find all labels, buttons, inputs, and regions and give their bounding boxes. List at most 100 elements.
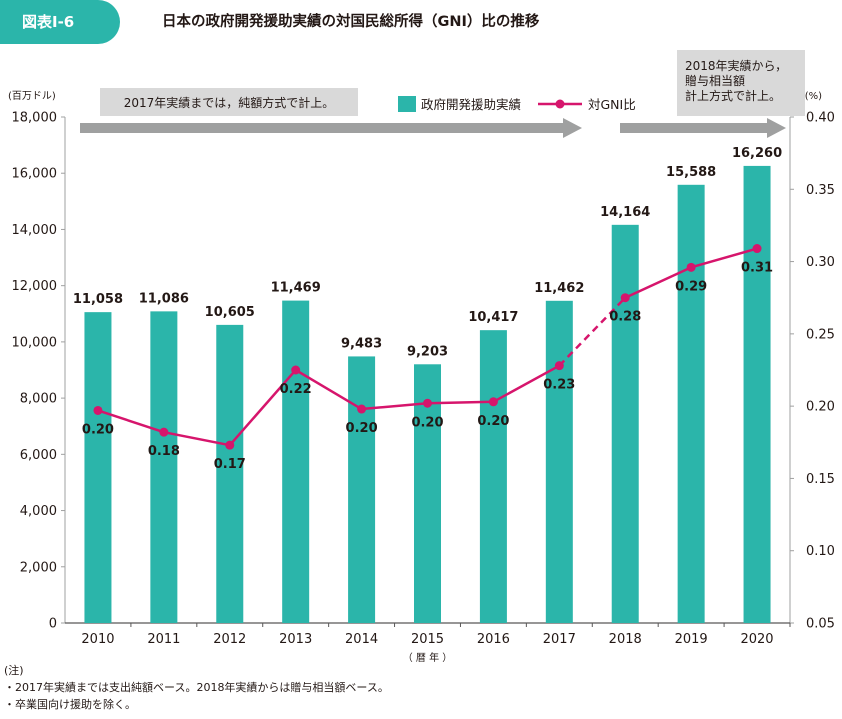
annotation-before: 2017年実績までは，純額方式で計上。 bbox=[124, 95, 335, 110]
arrow-before-head bbox=[563, 118, 582, 138]
bar-value-label: 11,462 bbox=[534, 281, 584, 296]
right-tick-label: 0.35 bbox=[806, 183, 835, 198]
arrow-after-head bbox=[767, 118, 786, 138]
left-axis-unit: (百万ドル) bbox=[8, 90, 56, 102]
note-line: ・卒業国向け援助を除く。 bbox=[4, 698, 136, 711]
left-tick-label: 4,000 bbox=[20, 504, 57, 519]
notes: (注) ・2017年実績までは支出純額ベース。2018年実績からは贈与相当額ベー… bbox=[4, 662, 389, 713]
right-tick-label: 0.40 bbox=[806, 111, 835, 126]
legend-bar-swatch bbox=[398, 96, 416, 112]
x-tick-label: 2020 bbox=[740, 632, 773, 647]
left-tick-label: 18,000 bbox=[12, 111, 58, 126]
gni-line-segment bbox=[97, 409, 165, 434]
annotation-after-line: 2018年実績から， bbox=[685, 58, 787, 73]
gni-point bbox=[686, 262, 696, 272]
figure-number-badge: 図表Ⅰ-6 bbox=[0, 0, 120, 44]
bar-value-label: 15,588 bbox=[666, 165, 716, 180]
x-tick-label: 2015 bbox=[411, 632, 444, 647]
bar bbox=[677, 184, 705, 623]
right-tick-label: 0.05 bbox=[806, 617, 835, 632]
gni-line-segment bbox=[163, 430, 231, 447]
gni-point bbox=[225, 440, 235, 450]
right-axis-unit: (%) bbox=[805, 91, 822, 102]
right-tick-label: 0.30 bbox=[806, 255, 835, 270]
gni-line-segment bbox=[361, 402, 428, 411]
x-tick-label: 2014 bbox=[345, 632, 378, 647]
gni-line-segment bbox=[228, 369, 297, 447]
x-tick-label: 2010 bbox=[81, 632, 114, 647]
x-tick-label: 2016 bbox=[477, 632, 510, 647]
x-axis-label: （ 暦 年 ） bbox=[403, 651, 453, 664]
gni-value-label: 0.28 bbox=[609, 310, 641, 325]
gni-point bbox=[488, 397, 498, 407]
gni-line-segment bbox=[295, 368, 363, 411]
gni-value-label: 0.22 bbox=[280, 382, 312, 397]
right-tick-label: 0.25 bbox=[806, 327, 835, 342]
gni-point bbox=[554, 361, 564, 371]
left-tick-label: 16,000 bbox=[12, 167, 58, 182]
notes-heading: (注) bbox=[4, 664, 24, 677]
gni-point bbox=[620, 293, 630, 303]
gni-point bbox=[93, 405, 103, 415]
right-tick-label: 0.10 bbox=[806, 544, 835, 559]
gni-value-label: 0.23 bbox=[543, 378, 575, 393]
bar-value-label: 11,086 bbox=[139, 291, 189, 306]
bar bbox=[611, 224, 639, 623]
gni-point bbox=[357, 404, 367, 414]
x-tick-label: 2018 bbox=[609, 632, 642, 647]
legend-line-label: 対GNI比 bbox=[588, 97, 636, 112]
x-tick-label: 2017 bbox=[543, 632, 576, 647]
gni-point bbox=[159, 427, 169, 437]
bar-value-label: 9,203 bbox=[407, 344, 448, 359]
left-tick-label: 2,000 bbox=[20, 560, 57, 575]
bar bbox=[479, 330, 507, 623]
left-tick-label: 12,000 bbox=[12, 279, 58, 294]
gni-line-segment bbox=[492, 364, 560, 403]
gni-value-label: 0.29 bbox=[675, 279, 707, 294]
bar bbox=[348, 356, 376, 623]
gni-point bbox=[423, 398, 432, 408]
gni-line-segment bbox=[427, 400, 494, 405]
gni-line-segment-dashed bbox=[558, 296, 627, 367]
arrow-before-shaft bbox=[80, 123, 566, 133]
left-tick-label: 10,000 bbox=[12, 335, 58, 350]
annotation-box-before bbox=[100, 88, 358, 116]
gni-value-label: 0.20 bbox=[346, 421, 378, 436]
bar-value-label: 9,483 bbox=[341, 336, 382, 351]
gni-value-label: 0.17 bbox=[214, 457, 246, 472]
bar bbox=[545, 300, 573, 623]
bar-value-label: 11,058 bbox=[73, 292, 123, 307]
x-tick-label: 2012 bbox=[213, 632, 246, 647]
gni-point bbox=[752, 244, 762, 254]
bar bbox=[743, 165, 771, 623]
figure-header: 図表Ⅰ-6 日本の政府開発援助実績の対国民総所得（GNI）比の推移 bbox=[0, 0, 842, 44]
gni-value-label: 0.20 bbox=[82, 422, 114, 437]
left-tick-label: 14,000 bbox=[12, 223, 58, 238]
gni-line-segment bbox=[624, 266, 692, 299]
bar-value-label: 10,417 bbox=[468, 310, 518, 325]
bar-value-label: 14,164 bbox=[600, 205, 650, 220]
annotation-after-line: 贈与相当額 bbox=[685, 73, 745, 88]
gni-value-label: 0.31 bbox=[741, 261, 773, 276]
bar bbox=[84, 312, 112, 623]
arrow-after-shaft bbox=[620, 123, 770, 133]
gni-point bbox=[291, 365, 301, 375]
annotation-after-line: 計上方式で計上。 bbox=[685, 88, 781, 103]
oda-chart: 0 2,000 4,000 6,000 8,000 10,000 12,000 14,000 1… bbox=[8, 50, 835, 664]
annotation-box-after bbox=[677, 50, 805, 116]
x-tick-label: 2019 bbox=[675, 632, 708, 647]
right-tick-label: 0.20 bbox=[806, 400, 835, 415]
left-tick-label: 0 bbox=[49, 617, 57, 632]
left-tick-label: 6,000 bbox=[20, 448, 57, 463]
legend-line-marker bbox=[555, 99, 565, 109]
gni-value-label: 0.20 bbox=[411, 415, 443, 430]
legend-bar-label: 政府開発援助実績 bbox=[421, 97, 521, 112]
bar bbox=[216, 324, 244, 623]
x-tick-label: 2013 bbox=[279, 632, 312, 647]
bar-value-label: 11,469 bbox=[271, 281, 321, 296]
gni-value-label: 0.20 bbox=[477, 414, 509, 429]
gni-value-label: 0.18 bbox=[148, 444, 180, 459]
bar-value-label: 16,260 bbox=[732, 146, 782, 161]
left-tick-label: 8,000 bbox=[20, 392, 57, 407]
x-tick-label: 2011 bbox=[147, 632, 180, 647]
